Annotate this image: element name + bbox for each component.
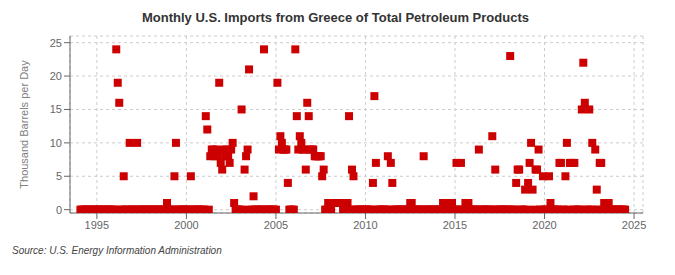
html-text:Monthly U.S. Imports from Gree: Monthly U.S. Imports from Greece of Tota… <box>142 10 529 25</box>
svg-text:10: 10 <box>50 137 62 149</box>
svg-text:2005: 2005 <box>264 219 288 231</box>
svg-text:25: 25 <box>50 37 62 49</box>
svg-text:2010: 2010 <box>353 219 377 231</box>
svg-text:Thousand Barrels per Day: Thousand Barrels per Day <box>18 60 30 189</box>
svg-text:20: 20 <box>50 70 62 82</box>
html-text:Source: U.S. Energy Informatio: Source: U.S. Energy Information Administ… <box>12 245 222 256</box>
svg-text:2015: 2015 <box>443 219 467 231</box>
svg-text:0: 0 <box>56 204 62 216</box>
svg-text:2020: 2020 <box>532 219 556 231</box>
svg-text:5: 5 <box>56 170 62 182</box>
svg-text:2000: 2000 <box>174 219 198 231</box>
svg-text:15: 15 <box>50 103 62 115</box>
svg-text:2025: 2025 <box>622 219 646 231</box>
svg-text:1995: 1995 <box>85 219 109 231</box>
